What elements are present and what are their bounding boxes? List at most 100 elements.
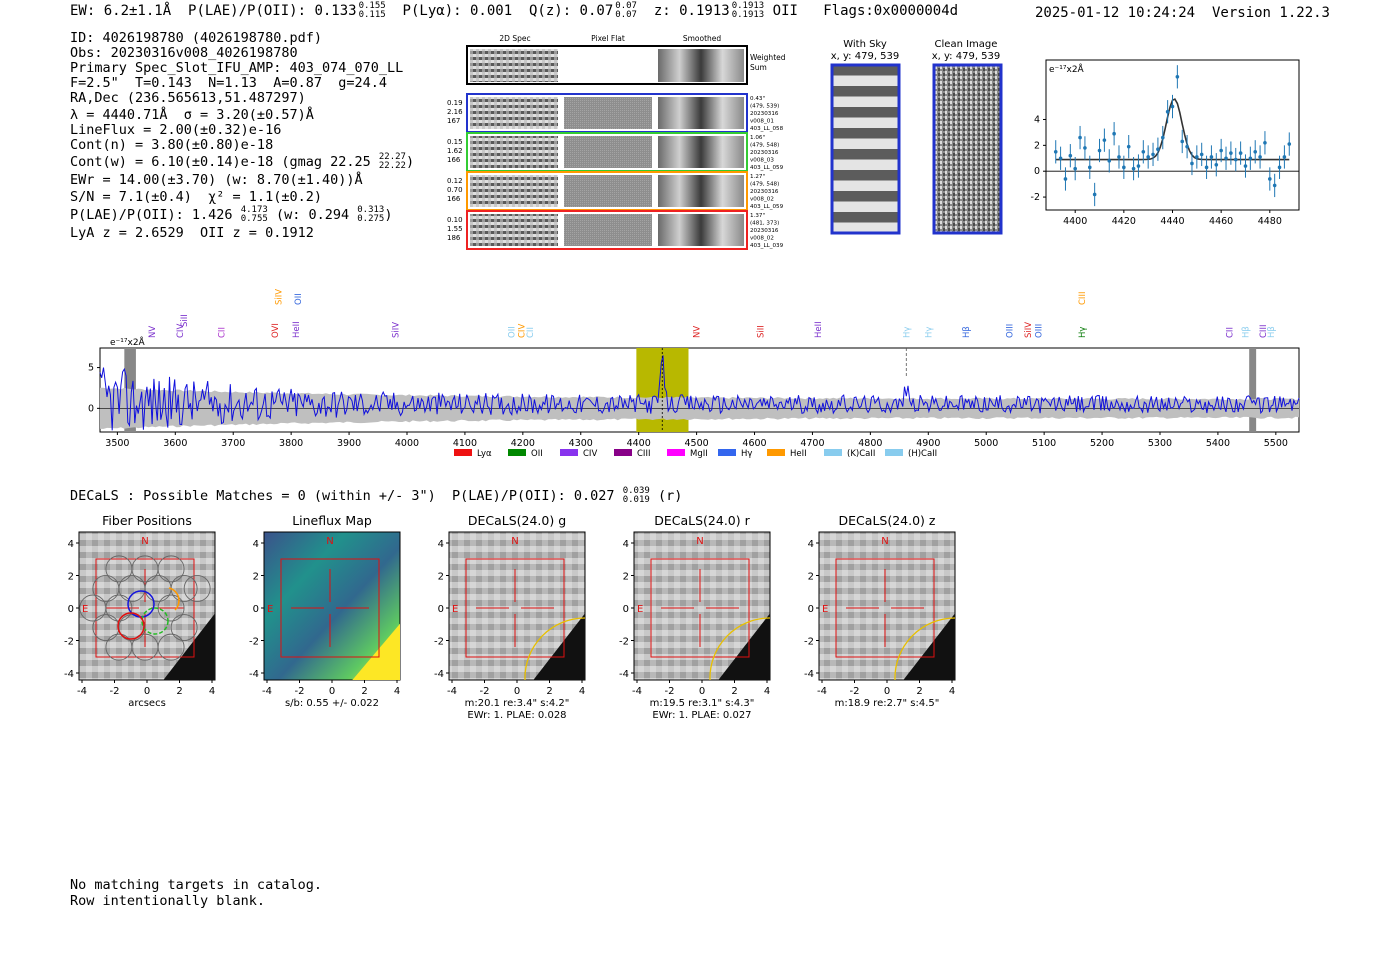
decals-xtick: 0 [514,686,520,697]
north-label: N [511,536,518,547]
decals-ytick: -2 [64,637,74,648]
plae-value: P(LAE)/P(OII): 0.133 [188,3,357,19]
zoom-point [1180,139,1185,144]
cutout-right-value: (479, 548) [750,143,779,149]
cutout-left-value: 1.62 [447,147,463,155]
spectrum-xtick: 4200 [511,438,535,449]
bright-source [718,613,770,680]
decals-ytick: -4 [249,669,259,680]
cleanimage-coords: x, y: 479, 539 [932,51,1001,62]
sky-stripe [832,159,899,170]
decals-xtick: 4 [949,686,955,697]
spectrum-xtick: 4400 [627,438,651,449]
sky-stripe [832,212,899,223]
east-label: E [267,604,273,615]
decals-xtick: -4 [77,686,87,697]
line-id-marker: HeII [814,321,824,338]
aperture-box [835,558,935,658]
spectrum-xtick: 4300 [569,438,593,449]
north-label: N [141,536,148,547]
decals-ytick: -4 [619,669,629,680]
zoom-point [1107,159,1112,163]
line-id-marker: Hβ [962,326,972,338]
version: Version 1.22.3 [1211,5,1330,21]
line-id-marker: Hγ [1078,327,1088,338]
zoom-point [1078,135,1082,140]
fiber-circle [170,614,198,642]
decals-xtick: 2 [361,686,367,697]
decals-ytick: 4 [253,539,259,550]
decals-ytick: 4 [68,539,74,550]
cutout-right-value: 403_LL_059 [750,165,784,171]
sky-stripe [832,86,899,97]
line-id-marker: SiII [180,314,190,327]
galaxy-ellipse [524,617,586,681]
legend-swatch [560,449,578,456]
weighted-smoothed [658,49,744,82]
zoom-point [1126,144,1131,149]
cutout-right-value: 403_LL_059 [750,204,784,210]
decals-ytick: -4 [434,669,444,680]
fiber-orange [168,587,180,611]
aperture-box [280,558,380,658]
cleanimage-title: Clean Image [935,39,998,50]
spectrum-xtick: 4600 [742,438,766,449]
col-2dspec-label: 2D Spec [499,34,530,43]
decals-xtick: 0 [144,686,150,697]
zoom-point [1063,177,1068,181]
decals-xtick: -2 [850,686,860,697]
east-label: E [82,604,88,615]
spectrum-xtick: 4700 [800,438,824,449]
zoom-point [1068,153,1073,158]
decals-xtick: 0 [884,686,890,697]
zoom-point [1058,156,1063,161]
decals-ytick: 0 [808,604,814,615]
spectrum-xtick: 5100 [1032,438,1056,449]
zoom-point [1248,156,1253,161]
cutout-right-value: 20230316 [750,150,779,156]
decals-xtick: 4 [579,686,585,697]
info-lineflux: LineFlux = 2.00(±0.32)e-16 [70,122,282,138]
zoom-point [1131,166,1136,171]
decals-ytick: 2 [438,572,444,583]
cutout-right-value: (481, 373) [750,221,779,227]
decals-xtick: 4 [764,686,770,697]
cutout-2dspec-4 [470,214,558,246]
cleanimage-image [932,63,1003,235]
line-id-marker: CIV [518,324,528,338]
ew-value: EW: 6.2±1.1Å [70,3,172,19]
line-id-marker: CIII [1259,325,1269,338]
legend-swatch [508,449,526,456]
zoom-point [1272,183,1277,188]
cutout-right-value: v008_02 [750,236,774,242]
line-id-marker: CIII [1078,292,1088,305]
sky-stripe [832,180,899,191]
decals-summary: DECaLS : Possible Matches = 0 (within +/… [70,486,683,505]
aperture-box [650,558,750,658]
line-id-marker: CII [1225,327,1235,338]
zoom-ytick: -2 [1031,192,1040,203]
cutout-right-value: 1.37" [750,213,765,219]
legend-label: CIII [637,449,650,459]
zoom-xtick: 4420 [1112,216,1136,227]
fiber-green [141,607,169,635]
cutout-right-value: 20230316 [750,228,779,234]
decals-panel-title: DECaLS(24.0) z [839,513,936,528]
withsky-title: With Sky [843,39,887,50]
decals-ytick: -4 [64,669,74,680]
withsky-coords: x, y: 479, 539 [831,51,900,62]
weighted-label: Weighted [750,53,786,62]
line-id-marker: NV [148,326,158,338]
aperture-box [95,558,195,658]
col-smoothed-label: Smoothed [683,34,722,43]
zoom-point [1209,155,1214,159]
cutout-left-value: 2.16 [447,108,463,116]
line-id-marker: OVI [271,323,281,338]
decals-xtick: -4 [817,686,827,697]
decals-ytick: 0 [68,604,74,615]
catalog-note-1: No matching targets in catalog. [70,877,322,893]
decals-panel-title: DECaLS(24.0) g [468,513,566,528]
sky-stripe [832,75,899,86]
decals-ytick: -2 [804,637,814,648]
